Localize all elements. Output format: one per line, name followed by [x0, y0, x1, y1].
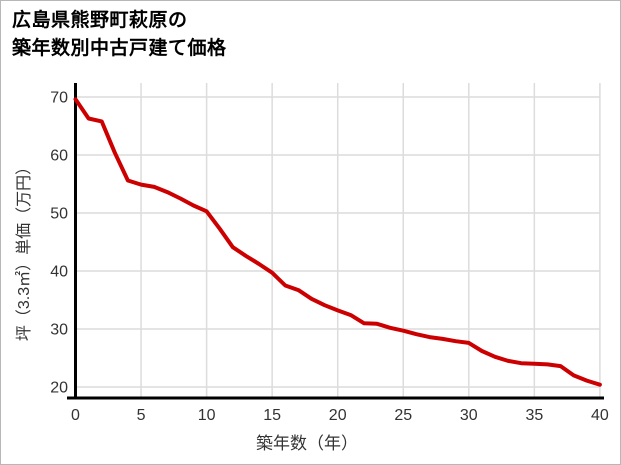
- x-tick-label: 25: [394, 407, 412, 424]
- x-tick-label: 30: [460, 407, 478, 424]
- gridlines: [75, 83, 601, 398]
- y-axis-title: 坪（3.3㎡）単価（万円）: [16, 158, 33, 342]
- y-tick-label: 20: [50, 380, 68, 397]
- y-tick-label: 70: [50, 90, 68, 107]
- x-tick-label: 35: [525, 407, 543, 424]
- chart-title: 広島県熊野町萩原の 築年数別中古戸建て価格: [12, 7, 227, 63]
- chart-title-line1: 広島県熊野町萩原の: [12, 10, 188, 31]
- y-tick-labels: 20 30 40 50 60 70: [50, 90, 68, 397]
- x-axis-title: 築年数（年）: [256, 434, 358, 453]
- y-tick-label: 60: [50, 148, 68, 165]
- chart-title-line2: 築年数別中古戸建て価格: [12, 38, 227, 59]
- x-tick-label: 0: [71, 407, 80, 424]
- x-tick-label: 40: [591, 407, 609, 424]
- y-tick-label: 30: [50, 322, 68, 339]
- price-line: [73, 97, 602, 387]
- y-tick-label: 50: [50, 206, 68, 223]
- x-tick-label: 10: [198, 407, 216, 424]
- y-tick-label: 40: [50, 264, 68, 281]
- x-tick-label: 15: [263, 407, 281, 424]
- x-tick-label: 20: [329, 407, 347, 424]
- x-tick-labels: 0 5 10 15 20 25 30 35 40: [71, 407, 609, 424]
- x-tick-label: 5: [137, 407, 146, 424]
